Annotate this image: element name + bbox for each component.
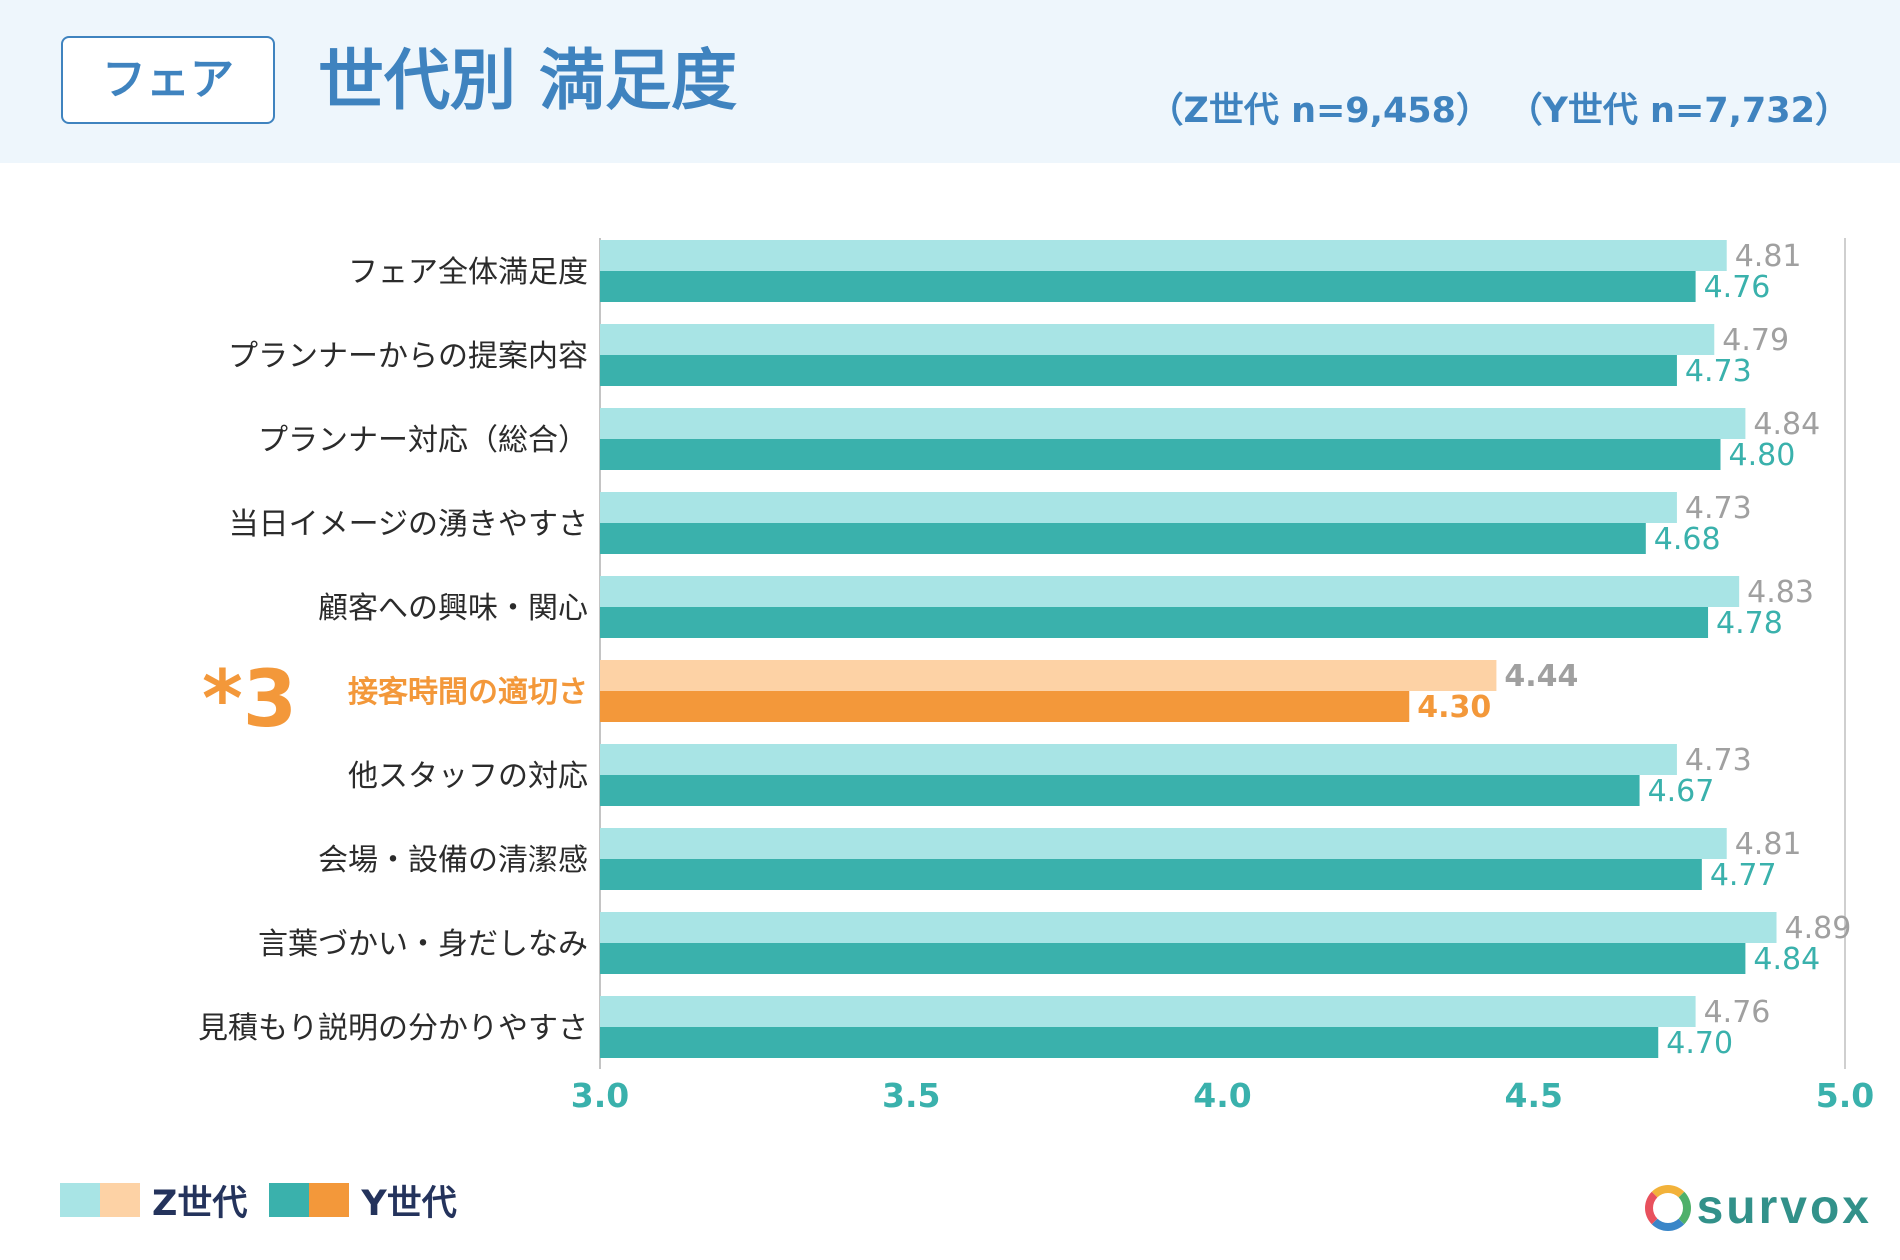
value-label-y-5: 4.30 xyxy=(1417,690,1491,725)
value-label-y-2: 4.80 xyxy=(1729,438,1796,473)
value-label-z-9: 4.76 xyxy=(1704,995,1771,1030)
bar-z-9 xyxy=(600,996,1696,1027)
value-label-y-7: 4.77 xyxy=(1710,858,1777,893)
sample-size-y: （Y世代 n=7,732） xyxy=(1525,91,1850,131)
value-label-z-1: 4.79 xyxy=(1722,323,1789,358)
logo-text: survox xyxy=(1696,1181,1872,1234)
value-label-z-2: 4.84 xyxy=(1753,407,1820,442)
bar-y-3 xyxy=(600,523,1646,554)
legend-swatch-z-highlight xyxy=(100,1183,140,1217)
sample-size-note: （Z世代 n=9,458） （Y世代 n=7,732） xyxy=(1149,82,1851,133)
bar-z-5 xyxy=(600,660,1497,691)
value-label-y-0: 4.76 xyxy=(1704,270,1771,305)
category-label-2: プランナー対応（総合） xyxy=(258,423,588,458)
category-label-8: 言葉づかい・身だしなみ xyxy=(258,927,588,962)
bar-y-2 xyxy=(600,439,1721,470)
category-label-6: 他スタッフの対応 xyxy=(348,759,588,794)
value-label-z-3: 4.73 xyxy=(1685,491,1752,526)
x-tick-label-4: 5.0 xyxy=(1816,1076,1874,1115)
bar-y-8 xyxy=(600,943,1746,974)
category-tag: フェア xyxy=(61,36,275,124)
category-label-1: プランナーからの提案内容 xyxy=(228,339,588,374)
value-label-z-7: 4.81 xyxy=(1735,827,1802,862)
legend-label-y: Y世代 xyxy=(361,1183,457,1224)
x-tick-label-1: 3.5 xyxy=(882,1076,940,1115)
legend-swatch-z-normal xyxy=(60,1183,100,1217)
value-label-y-4: 4.78 xyxy=(1716,606,1783,641)
x-tick-label-0: 3.0 xyxy=(571,1076,629,1115)
bar-y-9 xyxy=(600,1027,1659,1058)
bar-y-4 xyxy=(600,607,1709,638)
value-label-z-6: 4.73 xyxy=(1685,743,1752,778)
category-label-4: 顧客への興味・関心 xyxy=(318,591,588,626)
survox-logo: survox xyxy=(1644,1181,1872,1234)
bar-y-7 xyxy=(600,859,1702,890)
value-label-y-9: 4.70 xyxy=(1666,1026,1733,1061)
category-label-5: 接客時間の適切さ xyxy=(348,675,588,710)
bar-y-6 xyxy=(600,775,1640,806)
value-label-y-3: 4.68 xyxy=(1654,522,1721,557)
bar-z-6 xyxy=(600,744,1677,775)
bar-z-4 xyxy=(600,576,1740,607)
category-label-7: 会場・設備の清潔感 xyxy=(318,843,588,878)
highlight-mark: *3 xyxy=(202,655,297,745)
bar-y-0 xyxy=(600,271,1696,302)
bar-z-2 xyxy=(600,408,1746,439)
category-label-9: 見積もり説明の分かりやすさ xyxy=(198,1011,588,1046)
legend-label-z: Z世代 xyxy=(152,1183,248,1224)
bar-y-1 xyxy=(600,355,1677,386)
legend-swatch-y-normal xyxy=(269,1183,310,1217)
survox-ring-icon xyxy=(1644,1185,1691,1231)
value-label-y-8: 4.84 xyxy=(1753,942,1820,977)
value-label-z-4: 4.83 xyxy=(1747,575,1814,610)
page-title: 世代別 満足度 xyxy=(318,42,737,119)
x-tick-label-2: 4.0 xyxy=(1193,1076,1251,1115)
value-label-y-6: 4.67 xyxy=(1648,774,1715,809)
bar-z-3 xyxy=(600,492,1677,523)
value-label-y-1: 4.73 xyxy=(1685,354,1752,389)
bar-z-7 xyxy=(600,828,1727,859)
bar-z-0 xyxy=(600,240,1727,271)
sample-size-z: （Z世代 n=9,458） xyxy=(1148,91,1492,131)
category-label-0: フェア全体満足度 xyxy=(348,255,588,290)
bar-z-1 xyxy=(600,324,1715,355)
x-tick-label-3: 4.5 xyxy=(1505,1076,1563,1115)
satisfaction-bar-chart: 3.0 3.5 4.0 4.5 5.04.814.76フェア全体満足度4.794.73プ… xyxy=(198,238,1874,1115)
value-label-z-5: 4.44 xyxy=(1504,659,1578,694)
chart-legend: Z世代 Y世代 xyxy=(60,1180,479,1224)
category-label-3: 当日イメージの湧きやすさ xyxy=(229,507,588,542)
bar-y-5 xyxy=(600,691,1410,722)
legend-swatch-y-highlight xyxy=(309,1183,350,1217)
header-band: フェア 世代別 満足度 （Z世代 n=9,458） （Y世代 n=7,732） xyxy=(0,0,1900,163)
value-label-z-0: 4.81 xyxy=(1735,239,1802,274)
bar-z-8 xyxy=(600,912,1777,943)
value-label-z-8: 4.89 xyxy=(1785,911,1852,946)
